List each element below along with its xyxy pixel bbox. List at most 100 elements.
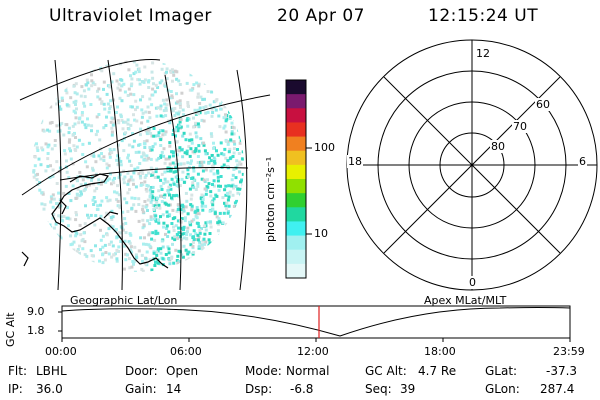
image-pixel xyxy=(180,211,184,215)
image-pixel xyxy=(120,84,124,88)
image-pixel xyxy=(74,197,78,200)
image-pixel xyxy=(158,129,162,132)
image-pixel xyxy=(197,144,201,148)
image-pixel xyxy=(51,193,55,197)
image-pixel xyxy=(139,127,143,131)
image-pixel xyxy=(89,103,93,106)
image-pixel xyxy=(163,132,167,136)
image-pixel xyxy=(38,181,42,184)
image-pixel xyxy=(127,153,130,157)
image-pixel xyxy=(102,155,106,159)
image-pixel xyxy=(129,74,132,78)
image-pixel xyxy=(216,229,220,233)
image-pixel xyxy=(173,162,177,166)
image-pixel xyxy=(109,99,113,103)
image-pixel xyxy=(148,149,152,152)
image-pixel xyxy=(67,192,71,195)
image-pixel xyxy=(171,194,175,198)
image-pixel xyxy=(155,200,159,204)
image-pixel xyxy=(140,155,144,159)
image-pixel xyxy=(185,250,189,254)
image-pixel xyxy=(83,240,87,244)
image-pixel xyxy=(103,258,107,262)
image-pixel xyxy=(65,91,69,95)
image-pixel xyxy=(190,88,194,92)
image-pixel xyxy=(132,113,135,117)
image-pixel xyxy=(78,170,82,174)
image-pixel xyxy=(141,204,145,208)
image-pixel xyxy=(169,96,173,100)
image-pixel xyxy=(223,147,227,151)
image-pixel xyxy=(191,184,195,188)
image-pixel xyxy=(80,192,83,196)
image-pixel xyxy=(154,83,158,87)
dsp-label: Dsp: xyxy=(245,382,273,396)
image-pixel xyxy=(168,141,172,145)
image-pixel xyxy=(182,113,186,117)
image-pixel xyxy=(217,184,220,188)
image-pixel xyxy=(200,160,204,164)
image-pixel xyxy=(207,161,211,165)
image-pixel xyxy=(132,203,136,207)
image-pixel xyxy=(149,166,153,170)
image-pixel xyxy=(210,134,214,138)
image-pixel xyxy=(102,87,105,91)
xtick-0000: 00:00 xyxy=(45,345,77,358)
image-pixel xyxy=(139,236,143,240)
image-pixel xyxy=(107,110,111,114)
image-pixel xyxy=(129,233,133,237)
image-pixel xyxy=(166,235,170,238)
image-pixel xyxy=(118,204,121,208)
altitude-ylabel: GC Alt xyxy=(4,312,17,347)
image-pixel xyxy=(180,226,184,230)
image-pixel xyxy=(62,215,66,218)
image-pixel xyxy=(74,234,78,238)
image-pixel xyxy=(134,150,138,154)
image-pixel xyxy=(182,180,186,184)
image-pixel xyxy=(128,266,132,270)
image-pixel xyxy=(140,253,144,257)
image-pixel xyxy=(178,184,182,187)
image-pixel xyxy=(175,184,179,188)
image-pixel xyxy=(167,247,171,251)
image-pixel xyxy=(156,247,160,251)
image-pixel xyxy=(226,210,230,213)
image-pixel xyxy=(93,223,97,227)
image-pixel xyxy=(69,96,73,100)
image-pixel xyxy=(212,146,215,150)
altitude-ytick-high: 9.0 xyxy=(27,305,45,318)
image-pixel xyxy=(154,260,157,264)
image-pixel xyxy=(188,88,192,92)
image-pixel xyxy=(71,133,75,137)
image-pixel xyxy=(111,244,115,248)
image-pixel xyxy=(131,260,135,263)
image-pixel xyxy=(201,198,205,201)
image-pixel xyxy=(193,150,197,153)
image-pixel xyxy=(184,138,188,142)
image-pixel xyxy=(126,122,130,126)
image-pixel xyxy=(114,111,118,114)
image-pixel xyxy=(84,126,88,130)
image-pixel xyxy=(112,253,116,257)
image-pixel xyxy=(212,197,216,201)
image-pixel xyxy=(180,253,184,257)
image-pixel xyxy=(173,114,177,117)
image-pixel xyxy=(151,190,155,194)
image-pixel xyxy=(171,161,175,165)
image-pixel xyxy=(143,146,147,149)
flt-label: Flt: xyxy=(8,364,27,378)
image-pixel xyxy=(126,171,130,175)
image-pixel xyxy=(122,120,125,124)
image-pixel xyxy=(134,253,138,257)
image-pixel xyxy=(182,236,186,240)
image-pixel xyxy=(139,170,142,174)
mlat-label-80: 80 xyxy=(490,140,506,153)
image-pixel xyxy=(195,221,199,225)
image-pixel xyxy=(133,167,137,171)
image-pixel xyxy=(99,238,103,242)
image-pixel xyxy=(188,138,192,142)
image-pixel xyxy=(123,239,127,243)
image-pixel xyxy=(171,236,175,240)
